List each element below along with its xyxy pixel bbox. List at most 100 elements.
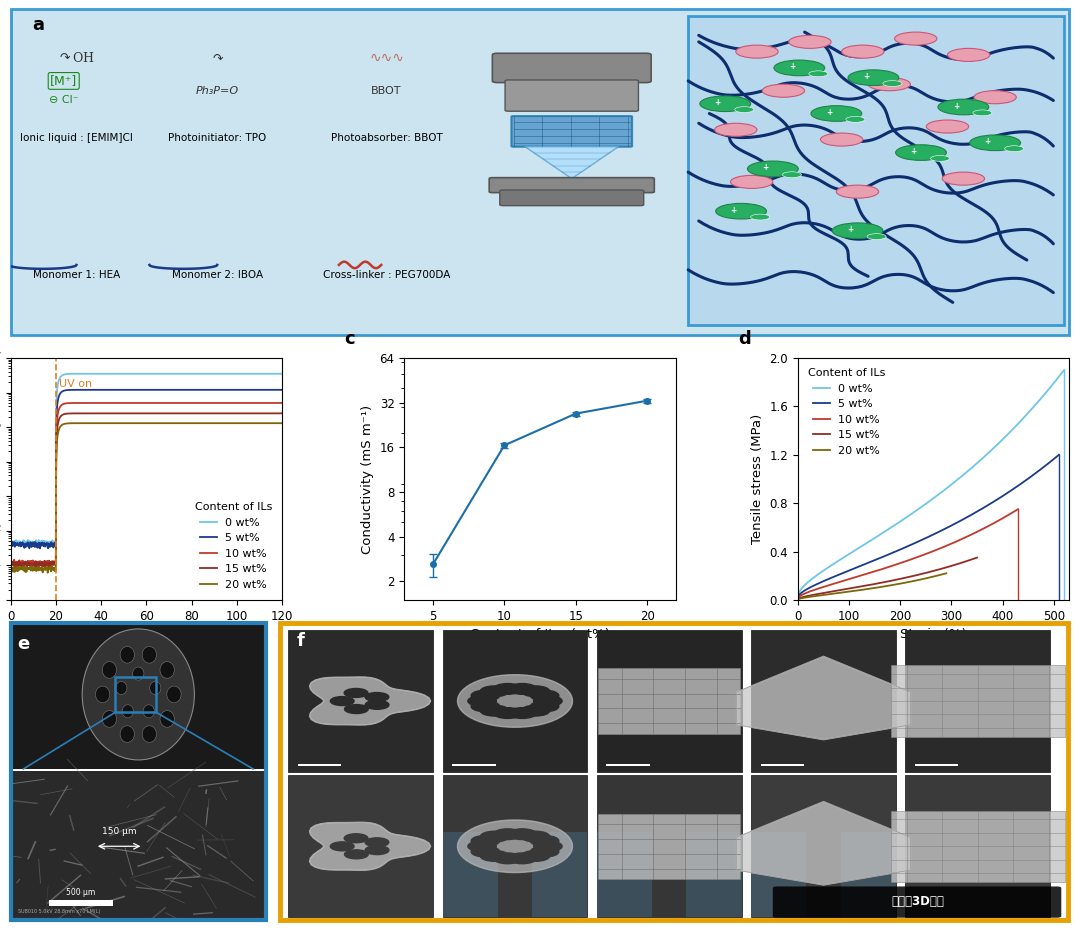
Line: 5 wt%: 5 wt% — [11, 390, 282, 549]
Circle shape — [330, 842, 354, 851]
Line: 15 wt%: 15 wt% — [11, 413, 282, 568]
Bar — [453, 764, 496, 766]
Circle shape — [103, 711, 117, 727]
Circle shape — [841, 46, 885, 59]
Circle shape — [345, 834, 368, 843]
15 wt% — [39, 563, 52, 574]
Circle shape — [534, 841, 562, 852]
Bar — [760, 764, 805, 766]
Circle shape — [970, 135, 1021, 151]
Circle shape — [481, 851, 509, 861]
Text: +: + — [847, 225, 853, 234]
5 wt% — [933, 526, 946, 538]
Circle shape — [330, 697, 354, 706]
Bar — [116, 676, 157, 712]
5 wt% — [96, 384, 109, 395]
Circle shape — [365, 693, 389, 701]
Circle shape — [895, 145, 946, 160]
Text: e: e — [17, 635, 29, 653]
Circle shape — [734, 107, 754, 113]
FancyBboxPatch shape — [500, 190, 644, 206]
Text: $\curvearrowright$OH: $\curvearrowright$OH — [57, 51, 95, 65]
5 wt% — [199, 384, 212, 395]
5 wt% — [4, 539, 17, 551]
Circle shape — [508, 708, 537, 718]
0 wt% — [919, 498, 932, 510]
Circle shape — [481, 705, 509, 716]
Bar — [752, 776, 896, 917]
Legend: 0 wt%, 5 wt%, 10 wt%, 15 wt%, 20 wt%: 0 wt%, 5 wt%, 10 wt%, 15 wt%, 20 wt% — [190, 498, 276, 594]
0 wt% — [122, 368, 135, 379]
Text: d: d — [738, 330, 751, 349]
10 wt% — [152, 397, 165, 408]
10 wt% — [41, 557, 54, 568]
20 wt% — [936, 568, 949, 579]
10 wt% — [897, 556, 910, 567]
Circle shape — [95, 686, 110, 703]
FancyBboxPatch shape — [512, 116, 632, 147]
Circle shape — [973, 110, 991, 115]
Circle shape — [481, 686, 509, 697]
0 wt% — [41, 536, 54, 547]
Text: 150 μm: 150 μm — [102, 827, 136, 836]
Circle shape — [120, 646, 134, 663]
20 wt% — [275, 418, 288, 429]
Circle shape — [751, 214, 770, 220]
15 wt% — [967, 553, 980, 565]
X-axis label: Time (s): Time (s) — [120, 628, 174, 641]
Text: Photoinitiator: TPO: Photoinitiator: TPO — [168, 133, 267, 143]
Bar — [891, 811, 1065, 882]
20 wt% — [147, 418, 160, 429]
10 wt% — [792, 594, 805, 605]
5 wt% — [947, 519, 960, 530]
Bar — [905, 631, 1050, 772]
Text: +: + — [910, 147, 917, 156]
10 wt% — [1012, 504, 1025, 515]
Bar — [840, 832, 896, 917]
Circle shape — [836, 185, 879, 198]
Bar — [532, 832, 588, 917]
Text: f: f — [296, 631, 305, 650]
Text: +: + — [730, 206, 737, 215]
Bar — [598, 669, 741, 734]
Circle shape — [883, 81, 902, 86]
Circle shape — [345, 705, 368, 713]
Circle shape — [867, 233, 886, 240]
Line: 20 wt%: 20 wt% — [11, 423, 282, 573]
15 wt% — [889, 575, 902, 586]
Circle shape — [522, 831, 550, 842]
0 wt% — [1057, 365, 1070, 376]
Circle shape — [730, 176, 773, 189]
Text: ∿∿∿: ∿∿∿ — [369, 51, 404, 65]
10 wt% — [910, 551, 923, 563]
15 wt% — [152, 407, 165, 418]
Circle shape — [103, 661, 117, 678]
Bar — [687, 832, 742, 917]
Text: Monomer 2: IBOA: Monomer 2: IBOA — [172, 270, 262, 280]
Circle shape — [937, 100, 989, 114]
Text: UV on: UV on — [59, 379, 93, 389]
Bar — [298, 764, 341, 766]
Circle shape — [508, 829, 537, 840]
10 wt% — [896, 557, 909, 568]
Line: 0 wt%: 0 wt% — [798, 370, 1064, 600]
Bar — [598, 814, 741, 879]
Circle shape — [522, 686, 550, 697]
Bar — [597, 776, 742, 917]
0 wt% — [275, 368, 288, 379]
10 wt% — [51, 419, 64, 431]
10 wt% — [176, 397, 189, 408]
FancyBboxPatch shape — [489, 178, 654, 193]
Circle shape — [160, 711, 174, 727]
Bar — [597, 832, 652, 917]
Circle shape — [530, 846, 558, 857]
20 wt% — [152, 418, 165, 429]
Circle shape — [788, 35, 832, 48]
Text: +: + — [715, 99, 721, 107]
Text: [M⁺]: [M⁺] — [50, 74, 78, 87]
0 wt% — [228, 368, 241, 379]
20 wt% — [239, 418, 252, 429]
15 wt% — [51, 430, 64, 441]
Circle shape — [471, 846, 500, 857]
Bar — [597, 631, 742, 772]
